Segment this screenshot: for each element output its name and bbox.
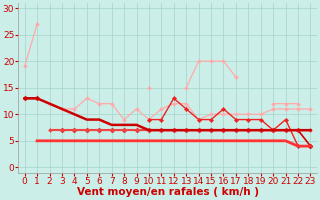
X-axis label: Vent moyen/en rafales ( km/h ): Vent moyen/en rafales ( km/h ) bbox=[76, 187, 259, 197]
